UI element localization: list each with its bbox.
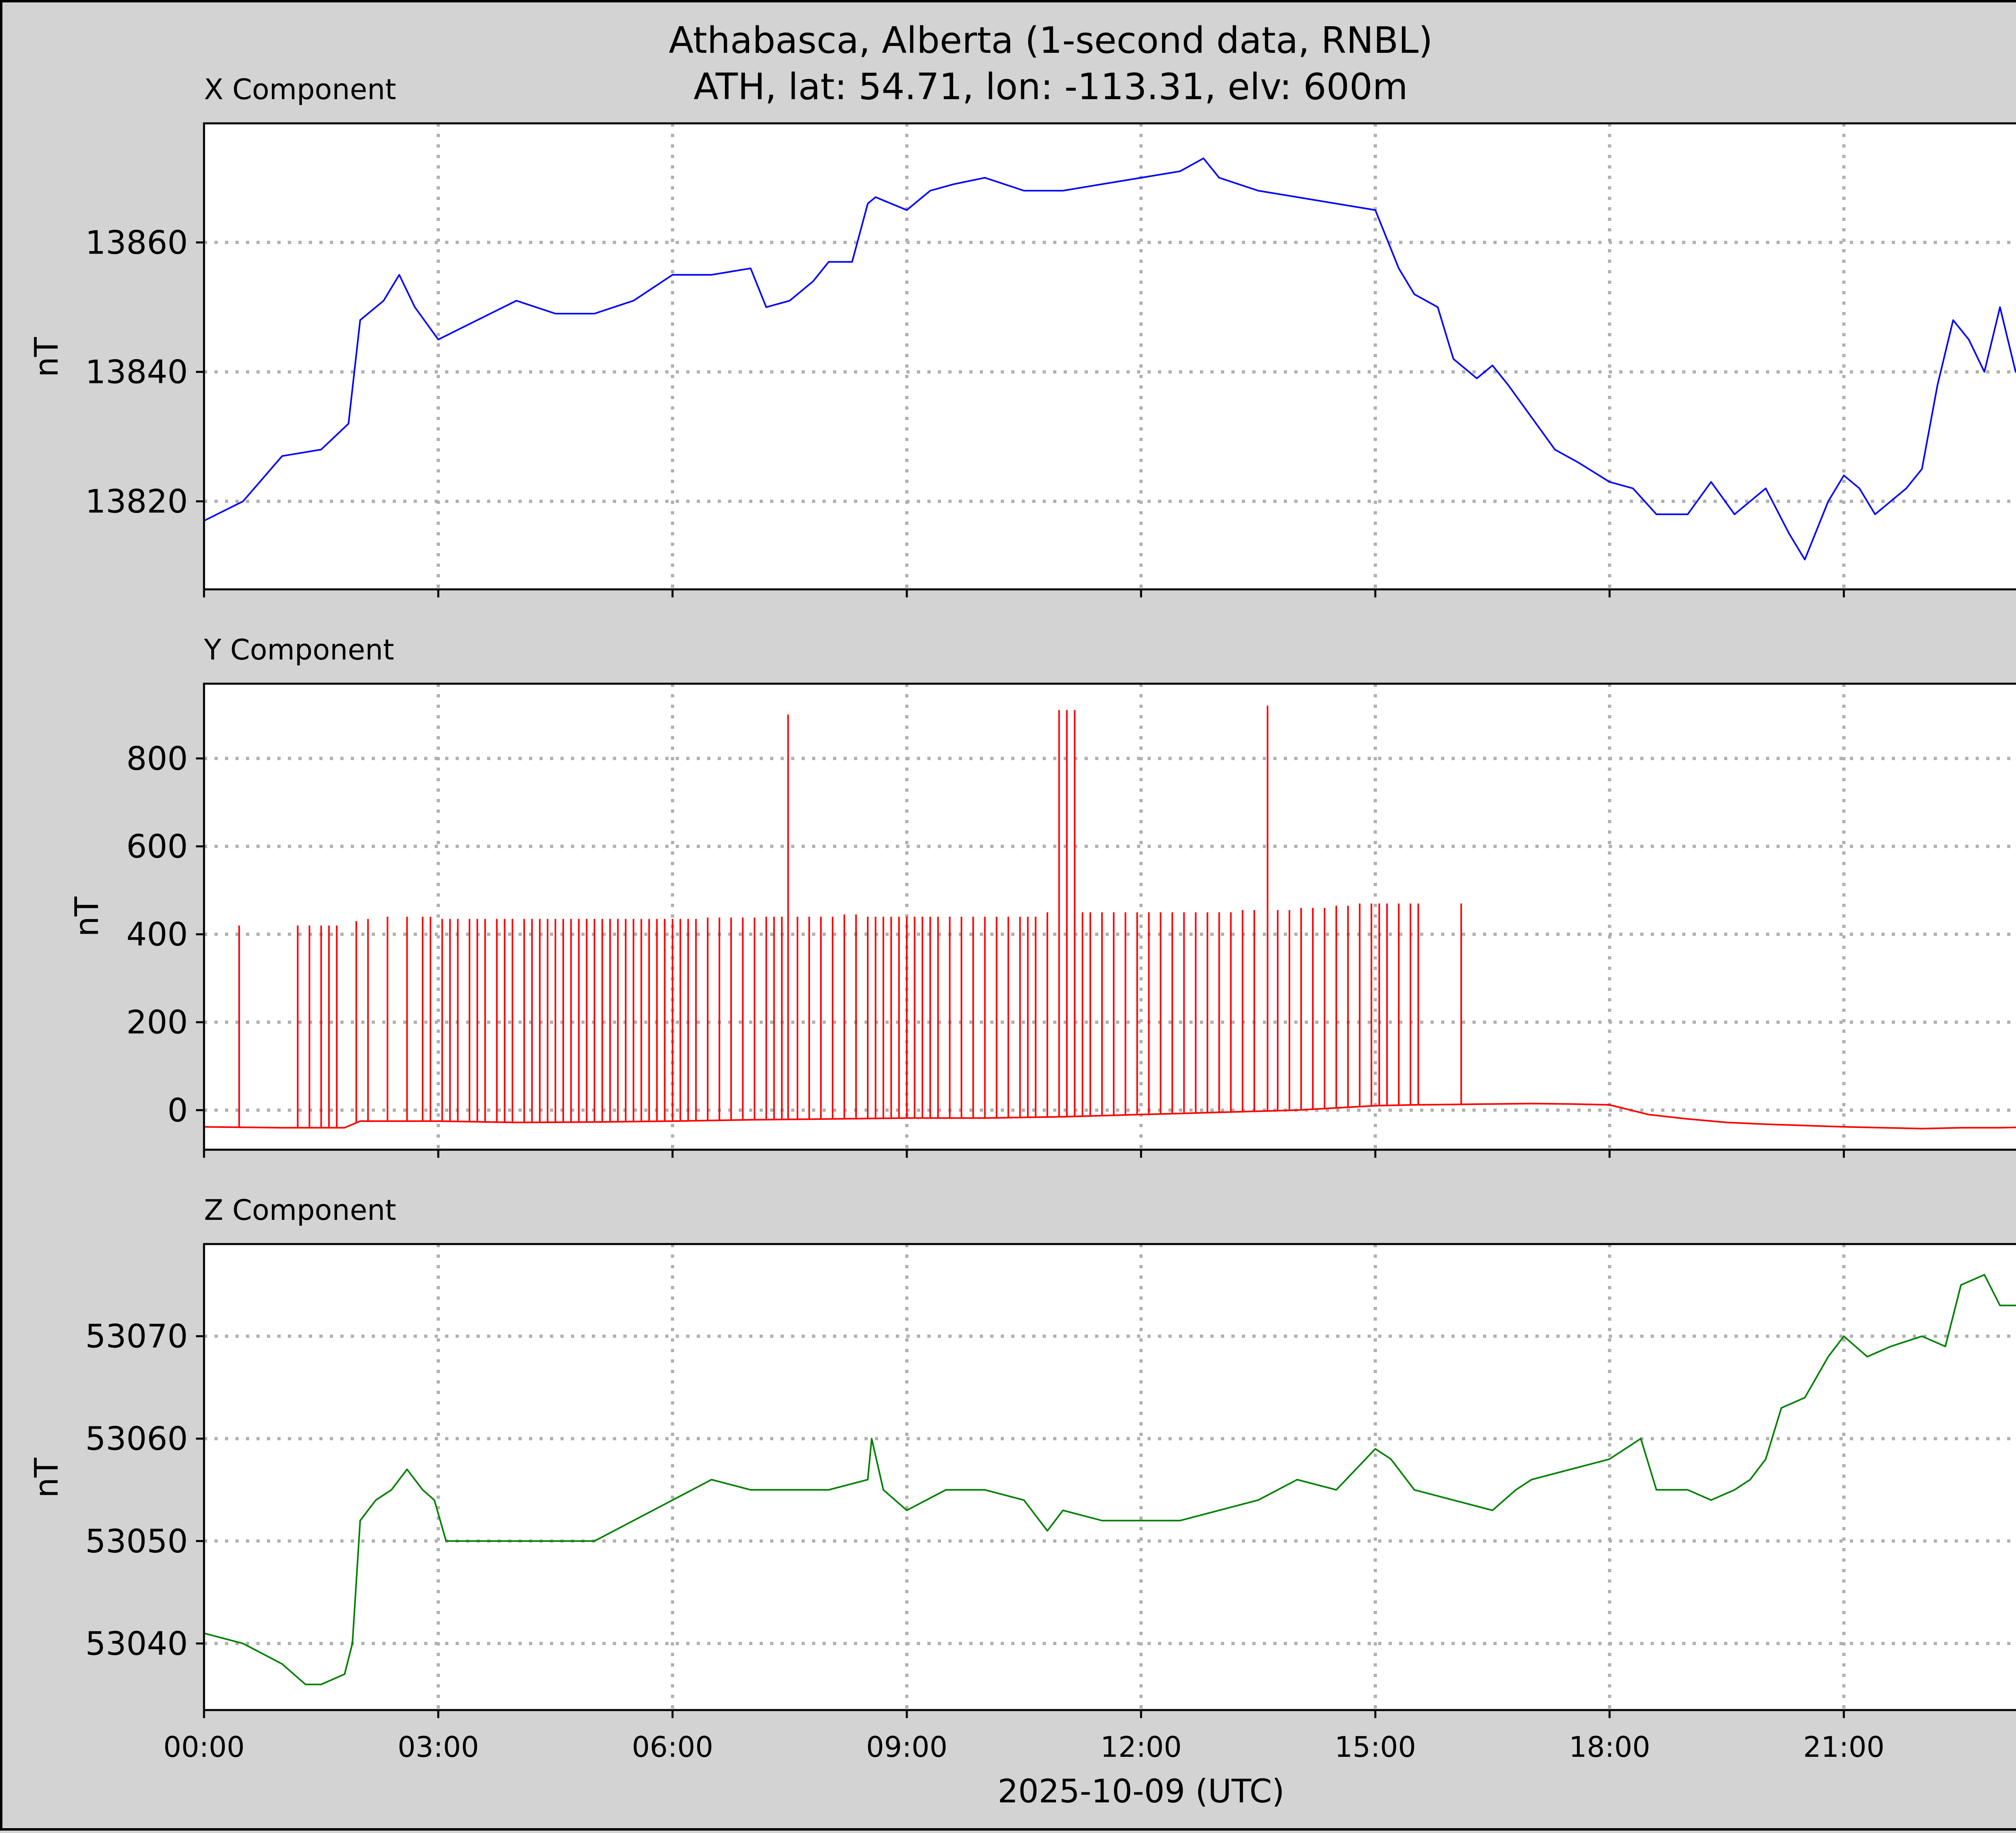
y-plot-frame [203,682,2016,1151]
x-tick-label: 06:00 [632,1731,713,1764]
z-plot-frame [203,1243,2016,1711]
y-component-title: Y Component [204,633,394,666]
x-ytick-label: 13840 [85,354,188,391]
x-plot-frame [203,122,2016,591]
x-tick-label: 18:00 [1569,1731,1650,1764]
z-component-panel: Z Component nT 53040 53050 53060 53070 [28,1194,2016,1718]
x-plot-area [204,123,2016,589]
x-ytick-label: 13820 [85,483,188,520]
y-ytick-label: 800 [126,740,188,777]
y-baseline-line [204,1103,2016,1130]
x-tick-label: 21:00 [1803,1731,1885,1764]
x-series-line [204,157,2016,561]
x-tick-labels: 00:00 03:00 06:00 09:00 12:00 15:00 18:00 21:00 [163,1731,1885,1764]
x-ytick-label: 13860 [85,224,188,261]
y-component-ylabel: nT [68,896,106,937]
z-ytick-label: 53070 [85,1318,188,1355]
y-ytick-label: 400 [126,916,188,953]
z-ytick-label: 53040 [85,1625,188,1662]
y-ytick-label: 600 [126,828,188,866]
y-component-panel: Y Component nT 0 200 400 600 800 [68,633,2016,1158]
figure-title-line2: ATH, lat: 54.71, lon: -113.31, elv: 600m [694,66,1408,108]
y-plot-area [204,684,2016,1150]
z-series-line [204,1274,2016,1685]
y-ytick-label: 0 [167,1092,188,1129]
z-plot-area [204,1244,2016,1710]
figure-title-line1: Athabasca, Alberta (1-second data, RNBL) [669,19,1433,62]
z-ytick-label: 53050 [85,1523,188,1560]
x-tick-label: 00:00 [163,1731,245,1764]
x-tick-label: 03:00 [398,1731,479,1764]
x-axis-label: 2025-10-09 (UTC) [998,1773,1284,1810]
x-tick-label: 09:00 [866,1731,948,1764]
x-component-panel: X Component nT 13820 13840 13860 [28,73,2016,597]
x-component-ylabel: nT [28,337,65,377]
x-tick-label: 15:00 [1335,1731,1416,1764]
x-tick-label: 12:00 [1100,1731,1182,1764]
z-component-ylabel: nT [28,1457,65,1498]
z-ytick-label: 53060 [85,1420,188,1458]
y-ytick-label: 200 [126,1004,188,1041]
x-component-title: X Component [204,73,396,106]
z-component-title: Z Component [204,1194,396,1227]
